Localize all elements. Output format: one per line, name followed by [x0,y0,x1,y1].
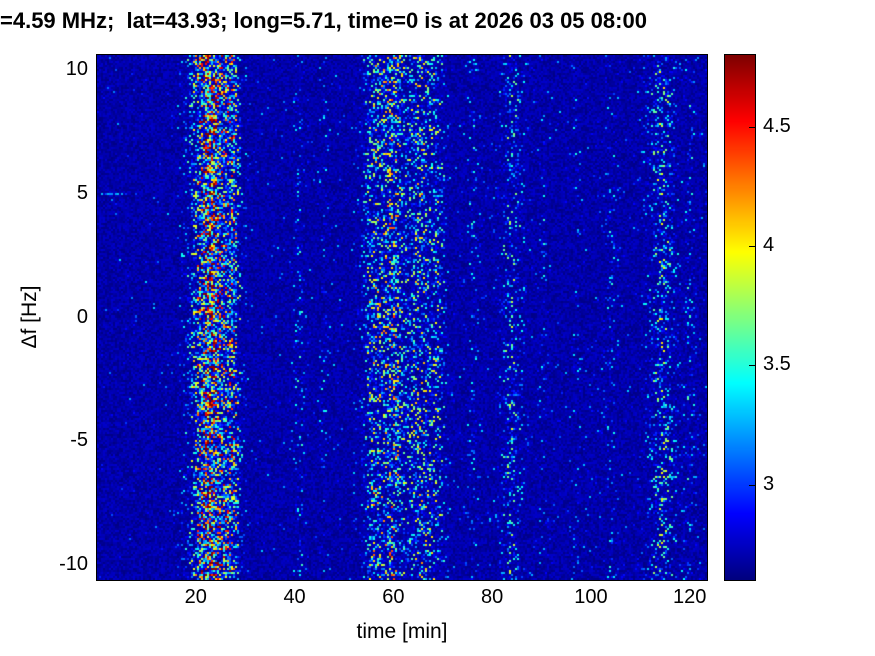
x-tick-label: 100 [574,586,608,608]
y-tick-label: 10 [65,57,88,80]
heatmap-plot-area [97,55,707,580]
colorbar-tick-mark [749,126,755,128]
x-tick-label: 80 [481,586,504,608]
colorbar-tick-label: 4.5 [763,114,791,137]
colorbar-tick-label: 4 [763,233,775,256]
colorbar-tick-mark [749,365,755,367]
y-tick-label: 0 [76,305,88,328]
colorbar-tick-label: 3.5 [763,353,791,376]
x-tick-label: 60 [382,586,405,608]
y-tick-label: -10 [59,553,88,576]
x-tick-label: 20 [184,586,207,608]
chart-title: =4.59 MHz; lat=43.93; long=5.71, time=0 … [0,8,647,33]
x-axis-label: time [min] [356,620,448,643]
x-tick-label: 120 [673,586,707,608]
colorbar [725,55,755,580]
y-tick-label: -5 [70,429,88,452]
x-tick-label: 40 [283,586,306,608]
y-tick-label: 5 [76,181,88,204]
colorbar-tick-mark [749,245,755,247]
colorbar-tick-label: 3 [763,472,775,495]
colorbar-tick-mark [749,484,755,486]
